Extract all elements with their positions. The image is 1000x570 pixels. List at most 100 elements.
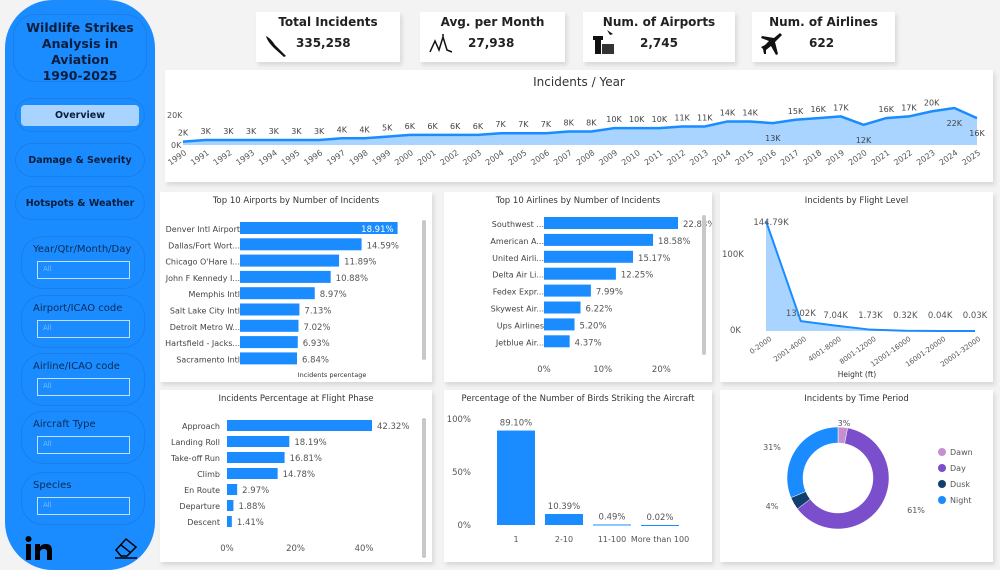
- data-label: 2.97%: [242, 486, 269, 496]
- data-label: 7.04K: [823, 311, 848, 321]
- chart-top-airports: Top 10 Airports by Number of Incidents De…: [160, 192, 432, 382]
- data-label: 0.32K: [893, 311, 918, 321]
- data-label: 3K: [246, 127, 257, 136]
- data-label: 42.32%: [377, 422, 409, 432]
- title-line: Wildlife Strikes: [26, 20, 134, 35]
- x-tick: 2003: [461, 148, 483, 167]
- category-label: Climb: [197, 470, 220, 479]
- slicer-dropdown[interactable]: All: [37, 320, 130, 338]
- x-tick: 11-100: [598, 535, 626, 544]
- category-label: Skywest Air...: [491, 305, 544, 314]
- bar: [227, 468, 278, 479]
- x-tick: 1999: [370, 148, 392, 167]
- x-tick: 2-10: [555, 535, 573, 544]
- data-label: 1.88%: [238, 502, 265, 512]
- chart-title: Incidents Percentage at Flight Phase: [218, 394, 374, 404]
- x-tick: 0%: [537, 365, 551, 375]
- x-tick: 20%: [652, 365, 671, 375]
- chart-top-airlines: Top 10 Airlines by Number of Incidents So…: [444, 192, 715, 382]
- data-label: 10K: [629, 115, 645, 124]
- data-label: 8K: [586, 119, 597, 128]
- category-label: American A...: [490, 237, 544, 246]
- x-tick: 0-2000: [748, 335, 773, 356]
- area-fill: [183, 108, 977, 145]
- legend-item: Dusk: [950, 480, 970, 489]
- y-tick: 100K: [722, 250, 744, 260]
- slicer-dropdown[interactable]: All: [37, 261, 130, 279]
- data-label: 6K: [473, 122, 484, 131]
- chart-flight-level: Incidents by Flight Level 0K 100K 144.79K 0-…: [720, 192, 993, 382]
- x-tick: 10%: [593, 365, 612, 375]
- series-line: [182, 106, 978, 143]
- data-label: 144.79K: [753, 218, 789, 228]
- bar: [227, 516, 232, 527]
- x-tick: 2017: [779, 148, 801, 167]
- slicer-label: Aircraft Type: [33, 419, 96, 430]
- x-tick: 2016: [756, 148, 778, 167]
- data-label: 5K: [382, 124, 393, 133]
- category-label: Fedex Expr...: [493, 288, 544, 297]
- category-label: United Airli...: [492, 254, 544, 263]
- slicer-dropdown[interactable]: All: [37, 378, 130, 396]
- kpi-num-airlines: Num. of Airlines 622: [752, 12, 895, 62]
- nav-hotspots-weather[interactable]: Hotspots & Weather: [15, 186, 145, 220]
- x-tick: 2007: [552, 148, 574, 167]
- y-tick: 50%: [452, 468, 471, 478]
- bar: [544, 267, 616, 280]
- slicer-dropdown[interactable]: All: [37, 436, 130, 454]
- slicer-dropdown[interactable]: All: [37, 497, 130, 515]
- x-tick: 1998: [348, 148, 370, 167]
- data-label: 6.84%: [302, 355, 329, 365]
- data-label: 5.20%: [580, 321, 607, 331]
- data-label: 6.93%: [303, 339, 330, 349]
- chart-flight-phase: Incidents Percentage at Flight Phase Appr…: [160, 390, 432, 562]
- data-label: 12.25%: [621, 271, 653, 281]
- nav-label: Overview: [21, 104, 139, 126]
- data-label: 16K: [969, 129, 985, 138]
- data-label: 7.02%: [304, 323, 331, 333]
- bar: [227, 452, 285, 463]
- kpi-value: 27,938: [468, 36, 515, 50]
- scrollbar[interactable]: [422, 418, 426, 558]
- data-label: 22K: [947, 119, 963, 128]
- kpi-title: Num. of Airlines: [769, 15, 878, 29]
- bar: [227, 436, 290, 447]
- x-tick: 2023: [915, 148, 937, 167]
- data-label: 4%: [766, 502, 779, 511]
- category-label: Denver Intl Airport: [166, 225, 240, 234]
- bar: [240, 319, 299, 332]
- data-label: 6.22%: [586, 305, 613, 315]
- area-fill: [766, 221, 975, 331]
- scrollbar[interactable]: [702, 215, 706, 355]
- legend-marker: [938, 480, 946, 488]
- bar: [240, 254, 340, 267]
- data-label: 10.88%: [336, 274, 368, 284]
- x-tick: 40%: [355, 544, 374, 554]
- kpi-avg-per-month: Avg. per Month 27,938: [420, 12, 565, 62]
- data-label: 13.02K: [786, 309, 816, 319]
- data-label: 18.58%: [658, 237, 690, 247]
- nav-damage-severity[interactable]: Damage & Severity: [15, 143, 145, 177]
- legend-marker: [938, 496, 946, 504]
- data-label: 14K: [720, 108, 736, 117]
- data-label: 61%: [907, 506, 925, 515]
- x-tick: 2020: [847, 148, 869, 167]
- eraser-icon[interactable]: [112, 535, 140, 559]
- data-label: 4K: [359, 125, 370, 134]
- data-label: 3K: [291, 127, 302, 136]
- data-label: 14K: [742, 108, 758, 117]
- report-title: Wildlife Strikes Analysis in Aviation 19…: [13, 14, 147, 83]
- linkedin-icon[interactable]: [25, 535, 55, 561]
- scrollbar[interactable]: [422, 220, 426, 360]
- category-label: Memphis Intl: [189, 290, 241, 299]
- legend-item: Day: [950, 464, 966, 473]
- x-tick: 1994: [257, 148, 279, 167]
- x-tick: 1: [513, 535, 518, 544]
- data-label: 31%: [763, 443, 781, 452]
- kpi-value: 2,745: [640, 36, 678, 50]
- legend-item: Dawn: [950, 448, 973, 457]
- y-tick: 0K: [171, 141, 182, 150]
- nav-overview[interactable]: Overview: [15, 98, 145, 132]
- category-label: Salt Lake City Intl: [170, 307, 240, 316]
- sidebar: Wildlife Strikes Analysis in Aviation 19…: [5, 0, 155, 570]
